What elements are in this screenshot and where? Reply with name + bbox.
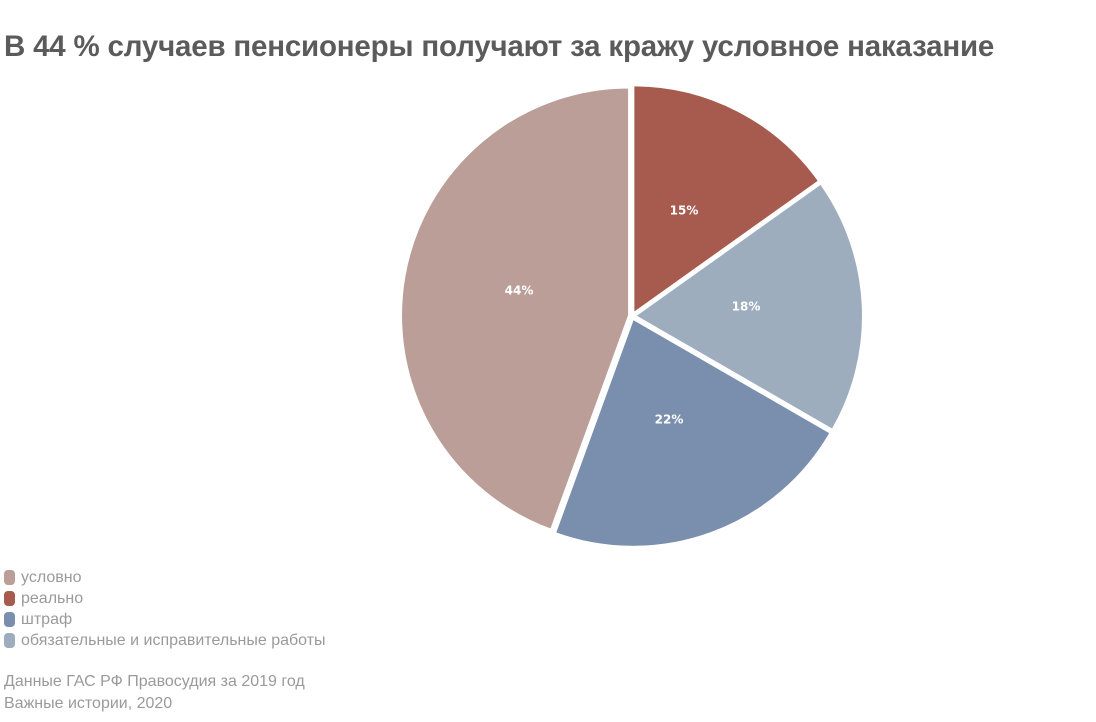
slice-value-label: 44% — [505, 284, 534, 298]
legend-swatch-icon — [4, 591, 15, 606]
slice-value-label: 18% — [732, 300, 761, 314]
credit-line: Важные истории, 2020 — [4, 695, 173, 712]
legend-item-raboty: обязательные и исправительные работы — [4, 630, 326, 651]
pie-slice — [554, 317, 832, 548]
legend-swatch-icon — [4, 612, 15, 627]
legend-label: реально — [21, 589, 84, 607]
legend: условно реально штраф обязательные и исп… — [4, 567, 326, 651]
slice-value-label: 22% — [655, 413, 684, 427]
legend-label: обязательные и исправительные работы — [21, 631, 326, 649]
legend-label: штраф — [21, 610, 73, 628]
source-note: Данные ГАС РФ Правосудия за 2019 год Важ… — [4, 671, 305, 715]
legend-item-realno: реально — [4, 588, 326, 609]
chart-title: В 44 % случаев пенсионеры получают за кр… — [4, 30, 995, 63]
legend-swatch-icon — [4, 570, 15, 585]
pie-slice — [400, 86, 631, 531]
legend-swatch-icon — [4, 633, 15, 648]
slice-value-label: 15% — [670, 204, 699, 218]
source-line: Данные ГАС РФ Правосудия за 2019 год — [4, 673, 305, 690]
legend-item-shtraf: штраф — [4, 609, 326, 630]
pie-slice — [632, 84, 821, 315]
pie-slice — [633, 182, 864, 431]
legend-label: условно — [21, 568, 82, 586]
legend-item-uslovno: условно — [4, 567, 326, 588]
